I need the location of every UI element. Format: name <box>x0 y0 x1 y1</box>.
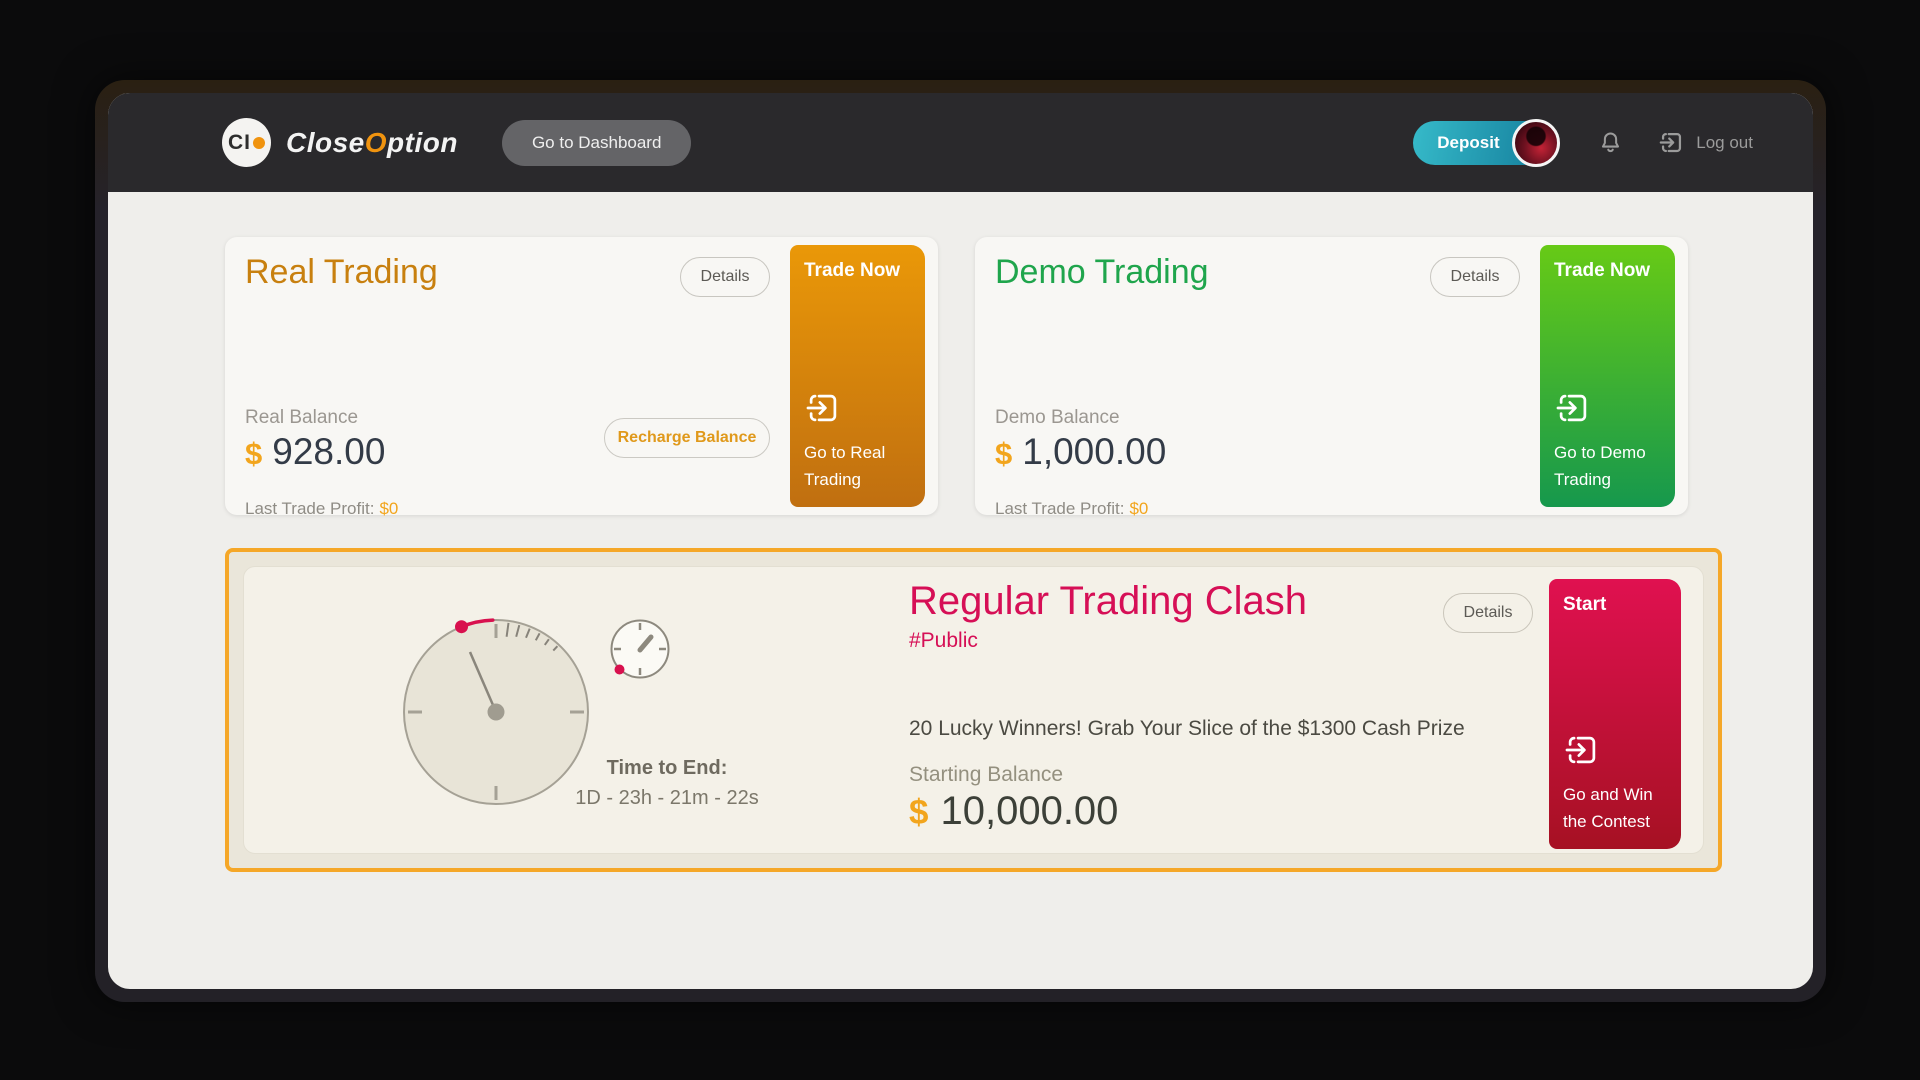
go-to-demo-trading-panel[interactable]: Trade Now Go to Demo Trading <box>1540 245 1675 507</box>
brand-name: CloseOption <box>286 127 458 159</box>
last-trade-label: Last Trade Profit: <box>995 499 1125 518</box>
countdown-clock-icon <box>403 618 589 805</box>
trade-now-label: Trade Now <box>1554 260 1651 281</box>
real-trading-card: Real Trading Details Real Balance $ 928.… <box>225 237 938 518</box>
real-trading-title: Real Trading <box>245 253 438 291</box>
go-to-dashboard-button[interactable]: Go to Dashboard <box>501 119 692 166</box>
demo-trading-card: Demo Trading Details Demo Balance $ 1,00… <box>975 237 1688 518</box>
time-to-end-label: Time to End: <box>606 757 728 779</box>
starting-balance-value: 10,000.00 <box>940 789 1119 833</box>
notification-bell-icon[interactable] <box>1597 129 1624 156</box>
real-details-button[interactable]: Details <box>680 257 770 297</box>
panel-bottom: Go to Real Trading <box>804 389 912 493</box>
app-window: CI CloseOption Go to Dashboard Deposit <box>95 80 1826 1002</box>
demo-trading-title: Demo Trading <box>995 253 1209 291</box>
demo-balance-value: 1,000.00 <box>1022 431 1167 472</box>
go-to-demo-trading-link[interactable]: Go to Demo Trading <box>1554 443 1646 489</box>
demo-details-button[interactable]: Details <box>1430 257 1520 297</box>
panel-bottom: Go and Win the Contest <box>1563 731 1671 835</box>
starting-balance-label: Starting Balance <box>909 763 1064 786</box>
contest-details-button[interactable]: Details <box>1443 593 1533 633</box>
logo-dot-icon <box>253 136 265 149</box>
real-balance-value-row: $ 928.00 <box>245 431 385 473</box>
contest-prize-text: 20 Lucky Winners! Grab Your Slice of the… <box>909 717 1465 740</box>
brand-option-rest: ption <box>387 126 458 158</box>
app-surface: CI CloseOption Go to Dashboard Deposit <box>108 93 1813 989</box>
starting-balance-value-row: $ 10,000.00 <box>909 789 1118 834</box>
start-label: Start <box>1563 594 1607 615</box>
go-arrow-icon <box>1556 395 1587 422</box>
logo-monogram: CI <box>228 130 251 154</box>
avatar[interactable] <box>1512 118 1561 167</box>
dollar-sign: $ <box>995 436 1013 471</box>
recharge-balance-button[interactable]: Recharge Balance <box>604 418 770 458</box>
real-balance-label: Real Balance <box>245 407 359 428</box>
logout-button[interactable]: Log out <box>1658 129 1753 156</box>
demo-balance-label: Demo Balance <box>995 407 1120 428</box>
contest-card: Time to End: 1D - 23h - 21m - 22s Regula… <box>243 566 1704 854</box>
logo-icon: CI <box>222 118 271 167</box>
panel-bottom: Go to Demo Trading <box>1554 389 1662 493</box>
dashboard-content: Real Trading Details Real Balance $ 928.… <box>108 192 1813 872</box>
demo-balance-value-row: $ 1,000.00 <box>995 431 1166 473</box>
go-arrow-icon <box>806 395 837 422</box>
go-to-real-trading-panel[interactable]: Trade Now Go to Real Trading <box>790 245 925 507</box>
logout-label: Log out <box>1696 132 1753 152</box>
real-balance-value: 928.00 <box>272 431 386 472</box>
dollar-sign: $ <box>909 793 929 832</box>
deposit-label: Deposit <box>1437 132 1500 152</box>
trading-cards-row: Real Trading Details Real Balance $ 928.… <box>225 237 1696 518</box>
go-to-real-trading-link[interactable]: Go to Real Trading <box>804 443 886 489</box>
demo-last-trade-profit: Last Trade Profit: $0 <box>995 499 1148 519</box>
real-last-trade-profit: Last Trade Profit: $0 <box>245 499 398 519</box>
time-to-end-block: Time to End: 1D - 23h - 21m - 22s <box>557 757 777 810</box>
go-arrow-icon <box>1565 737 1596 764</box>
brand-option-cap: O <box>364 126 388 158</box>
countdown-value: 1D - 23h - 21m - 22s <box>575 787 759 809</box>
logout-icon <box>1659 132 1682 153</box>
go-and-win-link[interactable]: Go and Win the Contest <box>1563 785 1653 831</box>
contest-card-highlight-border: Time to End: 1D - 23h - 21m - 22s Regula… <box>225 548 1722 872</box>
brand-logo[interactable]: CI CloseOption <box>222 118 458 167</box>
stopwatch-icon <box>610 619 670 679</box>
contest-tag-public: #Public <box>909 629 978 652</box>
contest-title: Regular Trading Clash <box>909 579 1307 623</box>
last-trade-label: Last Trade Profit: <box>245 499 375 518</box>
deposit-button[interactable]: Deposit <box>1413 118 1561 167</box>
top-header: CI CloseOption Go to Dashboard Deposit <box>108 93 1813 192</box>
last-trade-value: $0 <box>379 499 399 518</box>
last-trade-value: $0 <box>1129 499 1149 518</box>
dollar-sign: $ <box>245 436 263 471</box>
brand-close: Close <box>286 126 365 158</box>
trade-now-label: Trade Now <box>804 260 901 281</box>
header-actions: Deposit Log out <box>1413 118 1753 167</box>
start-contest-panel[interactable]: Start Go and Win the Contest <box>1549 579 1681 849</box>
